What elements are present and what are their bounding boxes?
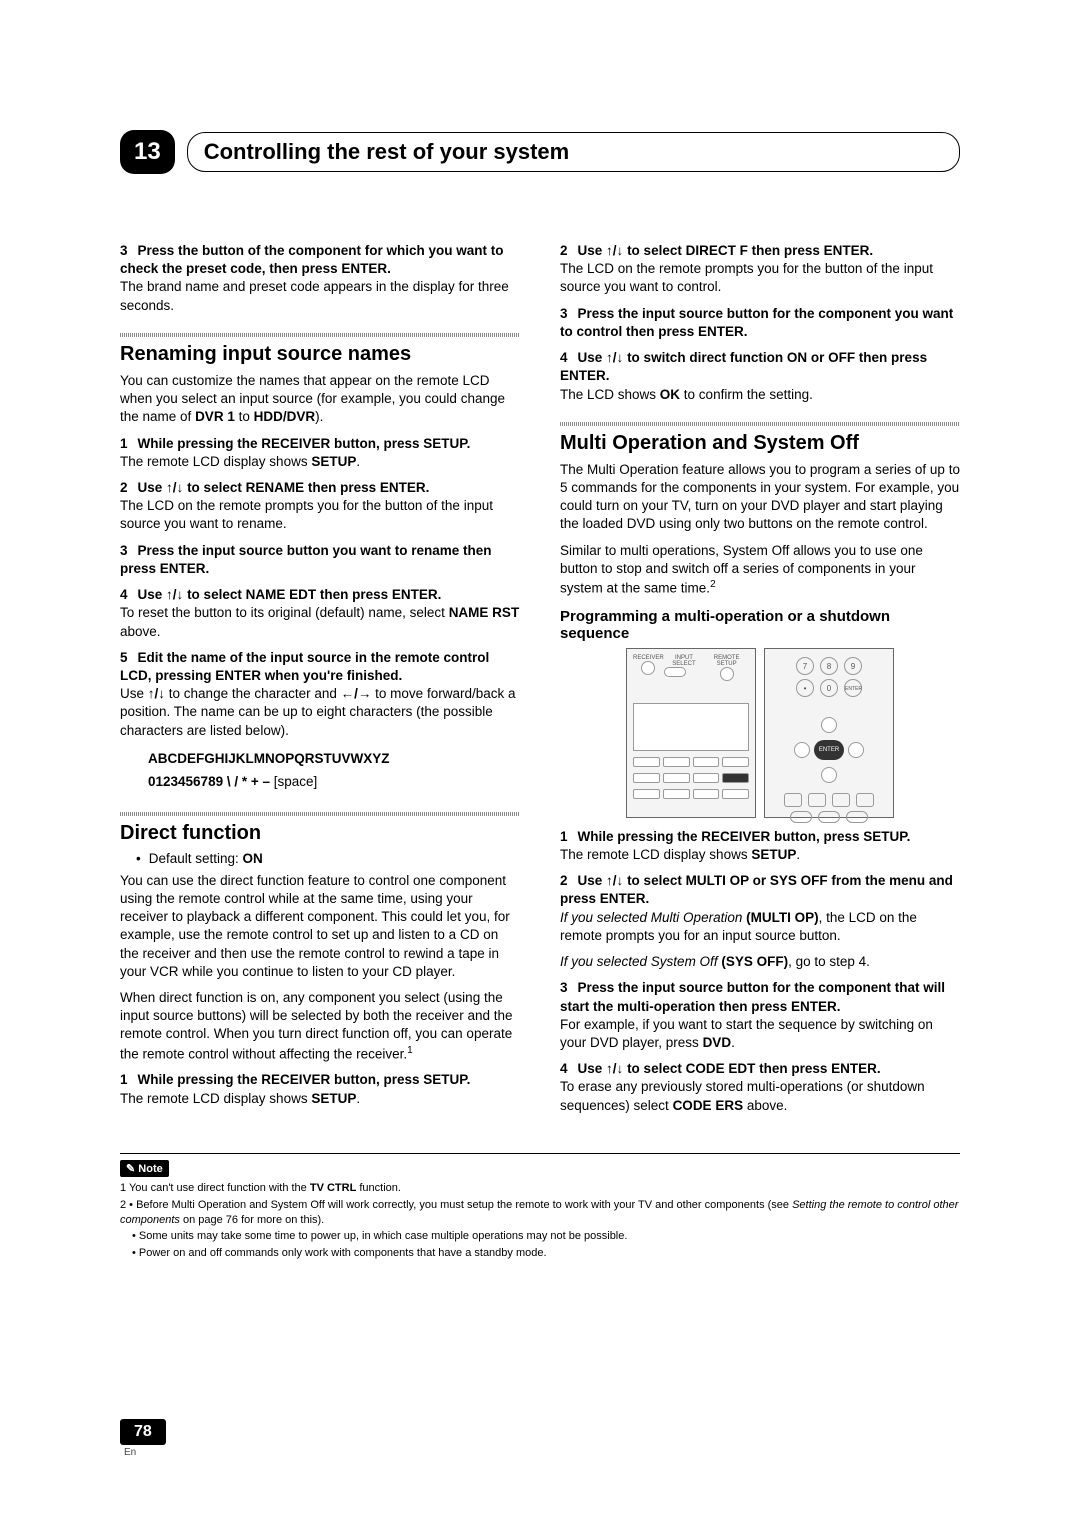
rename-step-4: 4Use ↑/↓ to select NAME EDT then press E… [120, 586, 520, 604]
remote-panel-left: RECEIVER INPUT SELECT REMOTE SETUP [626, 648, 756, 818]
direct-p1: You can use the direct function feature … [120, 872, 520, 981]
direct-step-2: 2Use ↑/↓ to select DIRECT F then press E… [560, 242, 960, 260]
page-lang: En [124, 1447, 166, 1458]
direct-step-1-body: The remote LCD display shows SETUP. [120, 1090, 520, 1108]
multi-step-3-body: For example, if you want to start the se… [560, 1016, 960, 1052]
direct-step-1: 1While pressing the RECEIVER button, pre… [120, 1071, 520, 1089]
direct-p2: When direct function is on, any componen… [120, 989, 520, 1063]
multi-step-2-body1: If you selected Multi Operation (MULTI O… [560, 909, 960, 945]
chapter-title: Controlling the rest of your system [204, 139, 943, 165]
multi-heading: Multi Operation and System Off [560, 432, 960, 455]
remote-panel-right: 789 •0ENTER ENTER [764, 648, 894, 818]
section-rule [120, 812, 520, 816]
footnote-3: • Some units may take some time to power… [132, 1229, 960, 1244]
rename-step-5: 5Edit the name of the input source in th… [120, 649, 520, 685]
direct-step-3: 3Press the input source button for the c… [560, 305, 960, 341]
footnote-4: • Power on and off commands only work wi… [132, 1246, 960, 1261]
direct-step-2-body: The LCD on the remote prompts you for th… [560, 260, 960, 296]
charset-line-1: ABCDEFGHIJKLMNOPQRSTUVWXYZ [148, 748, 520, 771]
multi-step-4: 4Use ↑/↓ to select CODE EDT then press E… [560, 1060, 960, 1078]
rename-step-4-body: To reset the button to its original (def… [120, 604, 520, 640]
remote-diagram: RECEIVER INPUT SELECT REMOTE SETUP 789 •… [560, 648, 960, 818]
multi-step-4-body: To erase any previously stored multi-ope… [560, 1078, 960, 1114]
chapter-number-badge: 13 [120, 130, 175, 174]
content-columns: 3Press the button of the component for w… [120, 234, 960, 1123]
updown-arrow-icon: ↑/↓ [148, 686, 165, 701]
direct-step-4-body: The LCD shows OK to confirm the setting. [560, 386, 960, 404]
multi-subheading: Programming a multi-operation or a shutd… [560, 608, 960, 642]
rename-heading: Renaming input source names [120, 343, 520, 366]
direct-heading: Direct function [120, 822, 520, 845]
rename-step-1-body: The remote LCD display shows SETUP. [120, 453, 520, 471]
multi-step-2: 2Use ↑/↓ to select MULTI OP or SYS OFF f… [560, 872, 960, 908]
section-rule [120, 333, 520, 337]
note-badge: Note [120, 1160, 169, 1177]
multi-p2: Similar to multi operations, System Off … [560, 542, 960, 598]
multi-p1: The Multi Operation feature allows you t… [560, 461, 960, 534]
rename-step-2-body: The LCD on the remote prompts you for th… [120, 497, 520, 533]
multi-step-1: 1While pressing the RECEIVER button, pre… [560, 828, 960, 846]
footnotes: 1 You can't use direct function with the… [120, 1181, 960, 1261]
leftright-arrow-icon: ←/→ [341, 686, 372, 701]
updown-arrow-icon: ↑/↓ [606, 873, 623, 888]
updown-arrow-icon: ↑/↓ [606, 1061, 623, 1076]
preset-step-3-body: The brand name and preset code appears i… [120, 278, 520, 314]
rename-intro: You can customize the names that appear … [120, 372, 520, 427]
preset-step-3: 3Press the button of the component for w… [120, 242, 520, 278]
updown-arrow-icon: ↑/↓ [606, 350, 623, 365]
updown-arrow-icon: ↑/↓ [606, 243, 623, 258]
page-number-wrap: 78 En [120, 1419, 166, 1458]
multi-step-3: 3Press the input source button for the c… [560, 979, 960, 1015]
chapter-title-wrap: Controlling the rest of your system [187, 132, 960, 172]
direct-step-4: 4Use ↑/↓ to switch direct function ON or… [560, 349, 960, 385]
updown-arrow-icon: ↑/↓ [166, 480, 183, 495]
right-column: 2Use ↑/↓ to select DIRECT F then press E… [560, 234, 960, 1123]
multi-step-2-body2: If you selected System Off (SYS OFF), go… [560, 953, 960, 971]
multi-step-1-body: The remote LCD display shows SETUP. [560, 846, 960, 864]
chapter-header: 13 Controlling the rest of your system [120, 130, 960, 174]
rename-step-1: 1While pressing the RECEIVER button, pre… [120, 435, 520, 453]
footnote-1: 1 You can't use direct function with the… [120, 1181, 960, 1196]
charset-line-2: 0123456789 \ / * + – [space] [148, 771, 520, 794]
footnote-2: 2 • Before Multi Operation and System Of… [120, 1198, 960, 1228]
footnote-rule [120, 1153, 960, 1154]
updown-arrow-icon: ↑/↓ [166, 587, 183, 602]
page-number: 78 [120, 1419, 166, 1445]
direct-default: •Default setting: ON [136, 851, 520, 866]
rename-step-2: 2Use ↑/↓ to select RENAME then press ENT… [120, 479, 520, 497]
section-rule [560, 422, 960, 426]
left-column: 3Press the button of the component for w… [120, 234, 520, 1123]
rename-step-5-body: Use ↑/↓ to change the character and ←/→ … [120, 685, 520, 740]
rename-step-3: 3Press the input source button you want … [120, 542, 520, 578]
